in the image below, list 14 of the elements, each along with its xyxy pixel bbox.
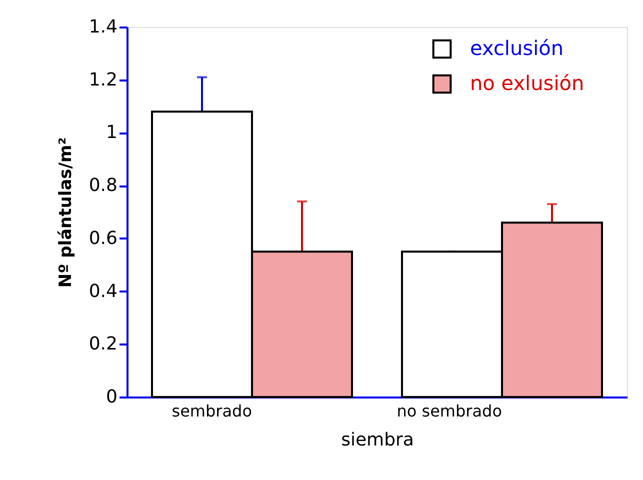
y-tick-label: 0.6 <box>88 228 118 249</box>
x-tick-label: sembrado <box>172 402 252 420</box>
y-tick-label: 0.4 <box>88 280 118 302</box>
legend-label: exclusión <box>470 36 564 60</box>
legend-label: no exlusión <box>470 71 584 95</box>
y-tick-label: 0.8 <box>88 175 118 196</box>
y-tick-label: 1 <box>106 122 118 144</box>
y-tick-label: 0 <box>106 386 118 408</box>
x-tick-label: no sembrado <box>396 402 502 420</box>
x-axis-title: siembra <box>341 430 414 450</box>
y-axis-title: Nº plántulas/m² <box>56 137 76 288</box>
y-tick-label: 0.2 <box>88 334 118 355</box>
y-tick-label: 1.2 <box>88 69 118 90</box>
y-tick-label: 1.4 <box>88 16 118 38</box>
